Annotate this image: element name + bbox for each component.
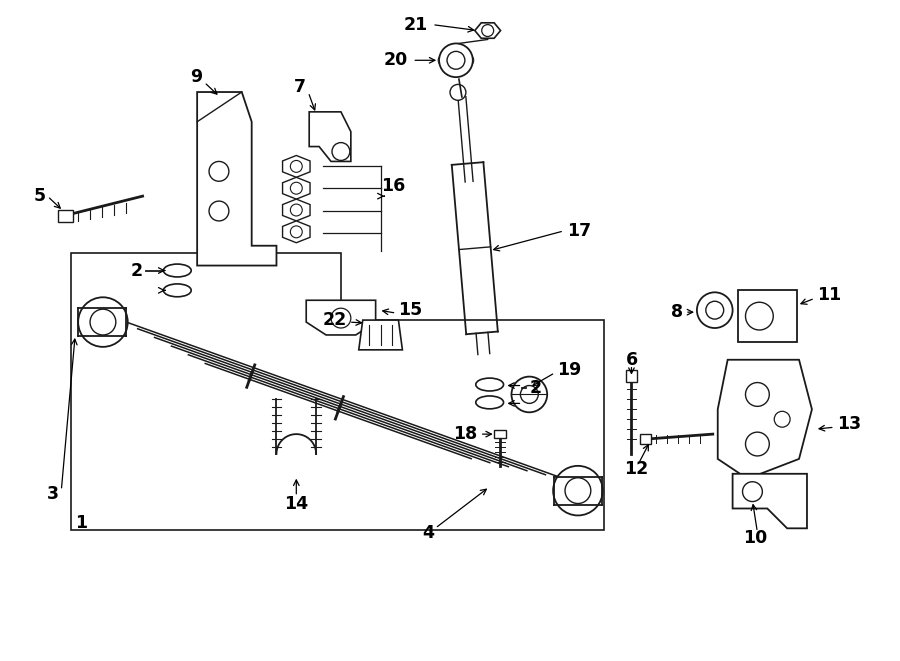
- Polygon shape: [717, 360, 812, 479]
- Text: 15: 15: [399, 301, 423, 319]
- Polygon shape: [475, 23, 500, 38]
- Circle shape: [291, 204, 302, 216]
- Circle shape: [554, 466, 603, 516]
- Text: 4: 4: [422, 524, 434, 542]
- Circle shape: [706, 301, 724, 319]
- Text: 16: 16: [381, 177, 405, 195]
- Circle shape: [774, 411, 790, 427]
- Circle shape: [209, 201, 229, 221]
- Text: 22: 22: [322, 311, 346, 329]
- Polygon shape: [58, 210, 73, 222]
- Circle shape: [697, 292, 733, 328]
- Circle shape: [745, 302, 773, 330]
- Polygon shape: [283, 177, 310, 199]
- Polygon shape: [306, 300, 375, 335]
- Polygon shape: [359, 320, 402, 350]
- Circle shape: [331, 308, 351, 328]
- Polygon shape: [283, 221, 310, 243]
- Circle shape: [439, 44, 472, 77]
- Text: 9: 9: [190, 68, 203, 86]
- Text: 17: 17: [567, 222, 591, 240]
- Text: 5: 5: [33, 187, 45, 205]
- Circle shape: [520, 385, 538, 403]
- Polygon shape: [641, 434, 652, 444]
- Text: 21: 21: [404, 16, 428, 34]
- Circle shape: [78, 297, 128, 347]
- Text: 14: 14: [284, 494, 309, 512]
- Circle shape: [291, 226, 302, 238]
- Circle shape: [511, 377, 547, 412]
- Circle shape: [745, 432, 770, 456]
- Text: 19: 19: [557, 361, 581, 379]
- Text: 20: 20: [384, 52, 409, 69]
- Text: 8: 8: [670, 303, 683, 321]
- Text: 6: 6: [626, 351, 637, 369]
- Text: 12: 12: [625, 460, 649, 478]
- Text: 2: 2: [130, 262, 142, 280]
- Circle shape: [291, 182, 302, 194]
- Circle shape: [742, 482, 762, 502]
- Circle shape: [450, 85, 466, 100]
- Text: 2: 2: [529, 379, 542, 397]
- Polygon shape: [738, 290, 797, 342]
- Ellipse shape: [476, 378, 503, 391]
- Text: 18: 18: [454, 425, 478, 443]
- Ellipse shape: [164, 284, 191, 297]
- Circle shape: [90, 309, 116, 335]
- Polygon shape: [626, 369, 637, 381]
- Circle shape: [209, 161, 229, 181]
- Polygon shape: [493, 430, 506, 438]
- Circle shape: [745, 383, 770, 407]
- Circle shape: [482, 24, 493, 36]
- Polygon shape: [733, 474, 807, 528]
- Polygon shape: [310, 112, 351, 161]
- Polygon shape: [283, 155, 310, 177]
- Ellipse shape: [164, 264, 191, 277]
- Polygon shape: [197, 92, 276, 266]
- Text: 7: 7: [294, 78, 306, 96]
- Text: 10: 10: [743, 529, 768, 547]
- Polygon shape: [283, 199, 310, 221]
- Circle shape: [565, 478, 590, 504]
- Text: 11: 11: [817, 286, 842, 304]
- Circle shape: [447, 52, 465, 69]
- Ellipse shape: [476, 396, 503, 409]
- Circle shape: [332, 143, 350, 161]
- Text: 3: 3: [48, 485, 59, 502]
- Text: 1: 1: [76, 514, 87, 532]
- Text: 13: 13: [837, 415, 860, 433]
- Ellipse shape: [438, 50, 473, 70]
- Circle shape: [291, 161, 302, 173]
